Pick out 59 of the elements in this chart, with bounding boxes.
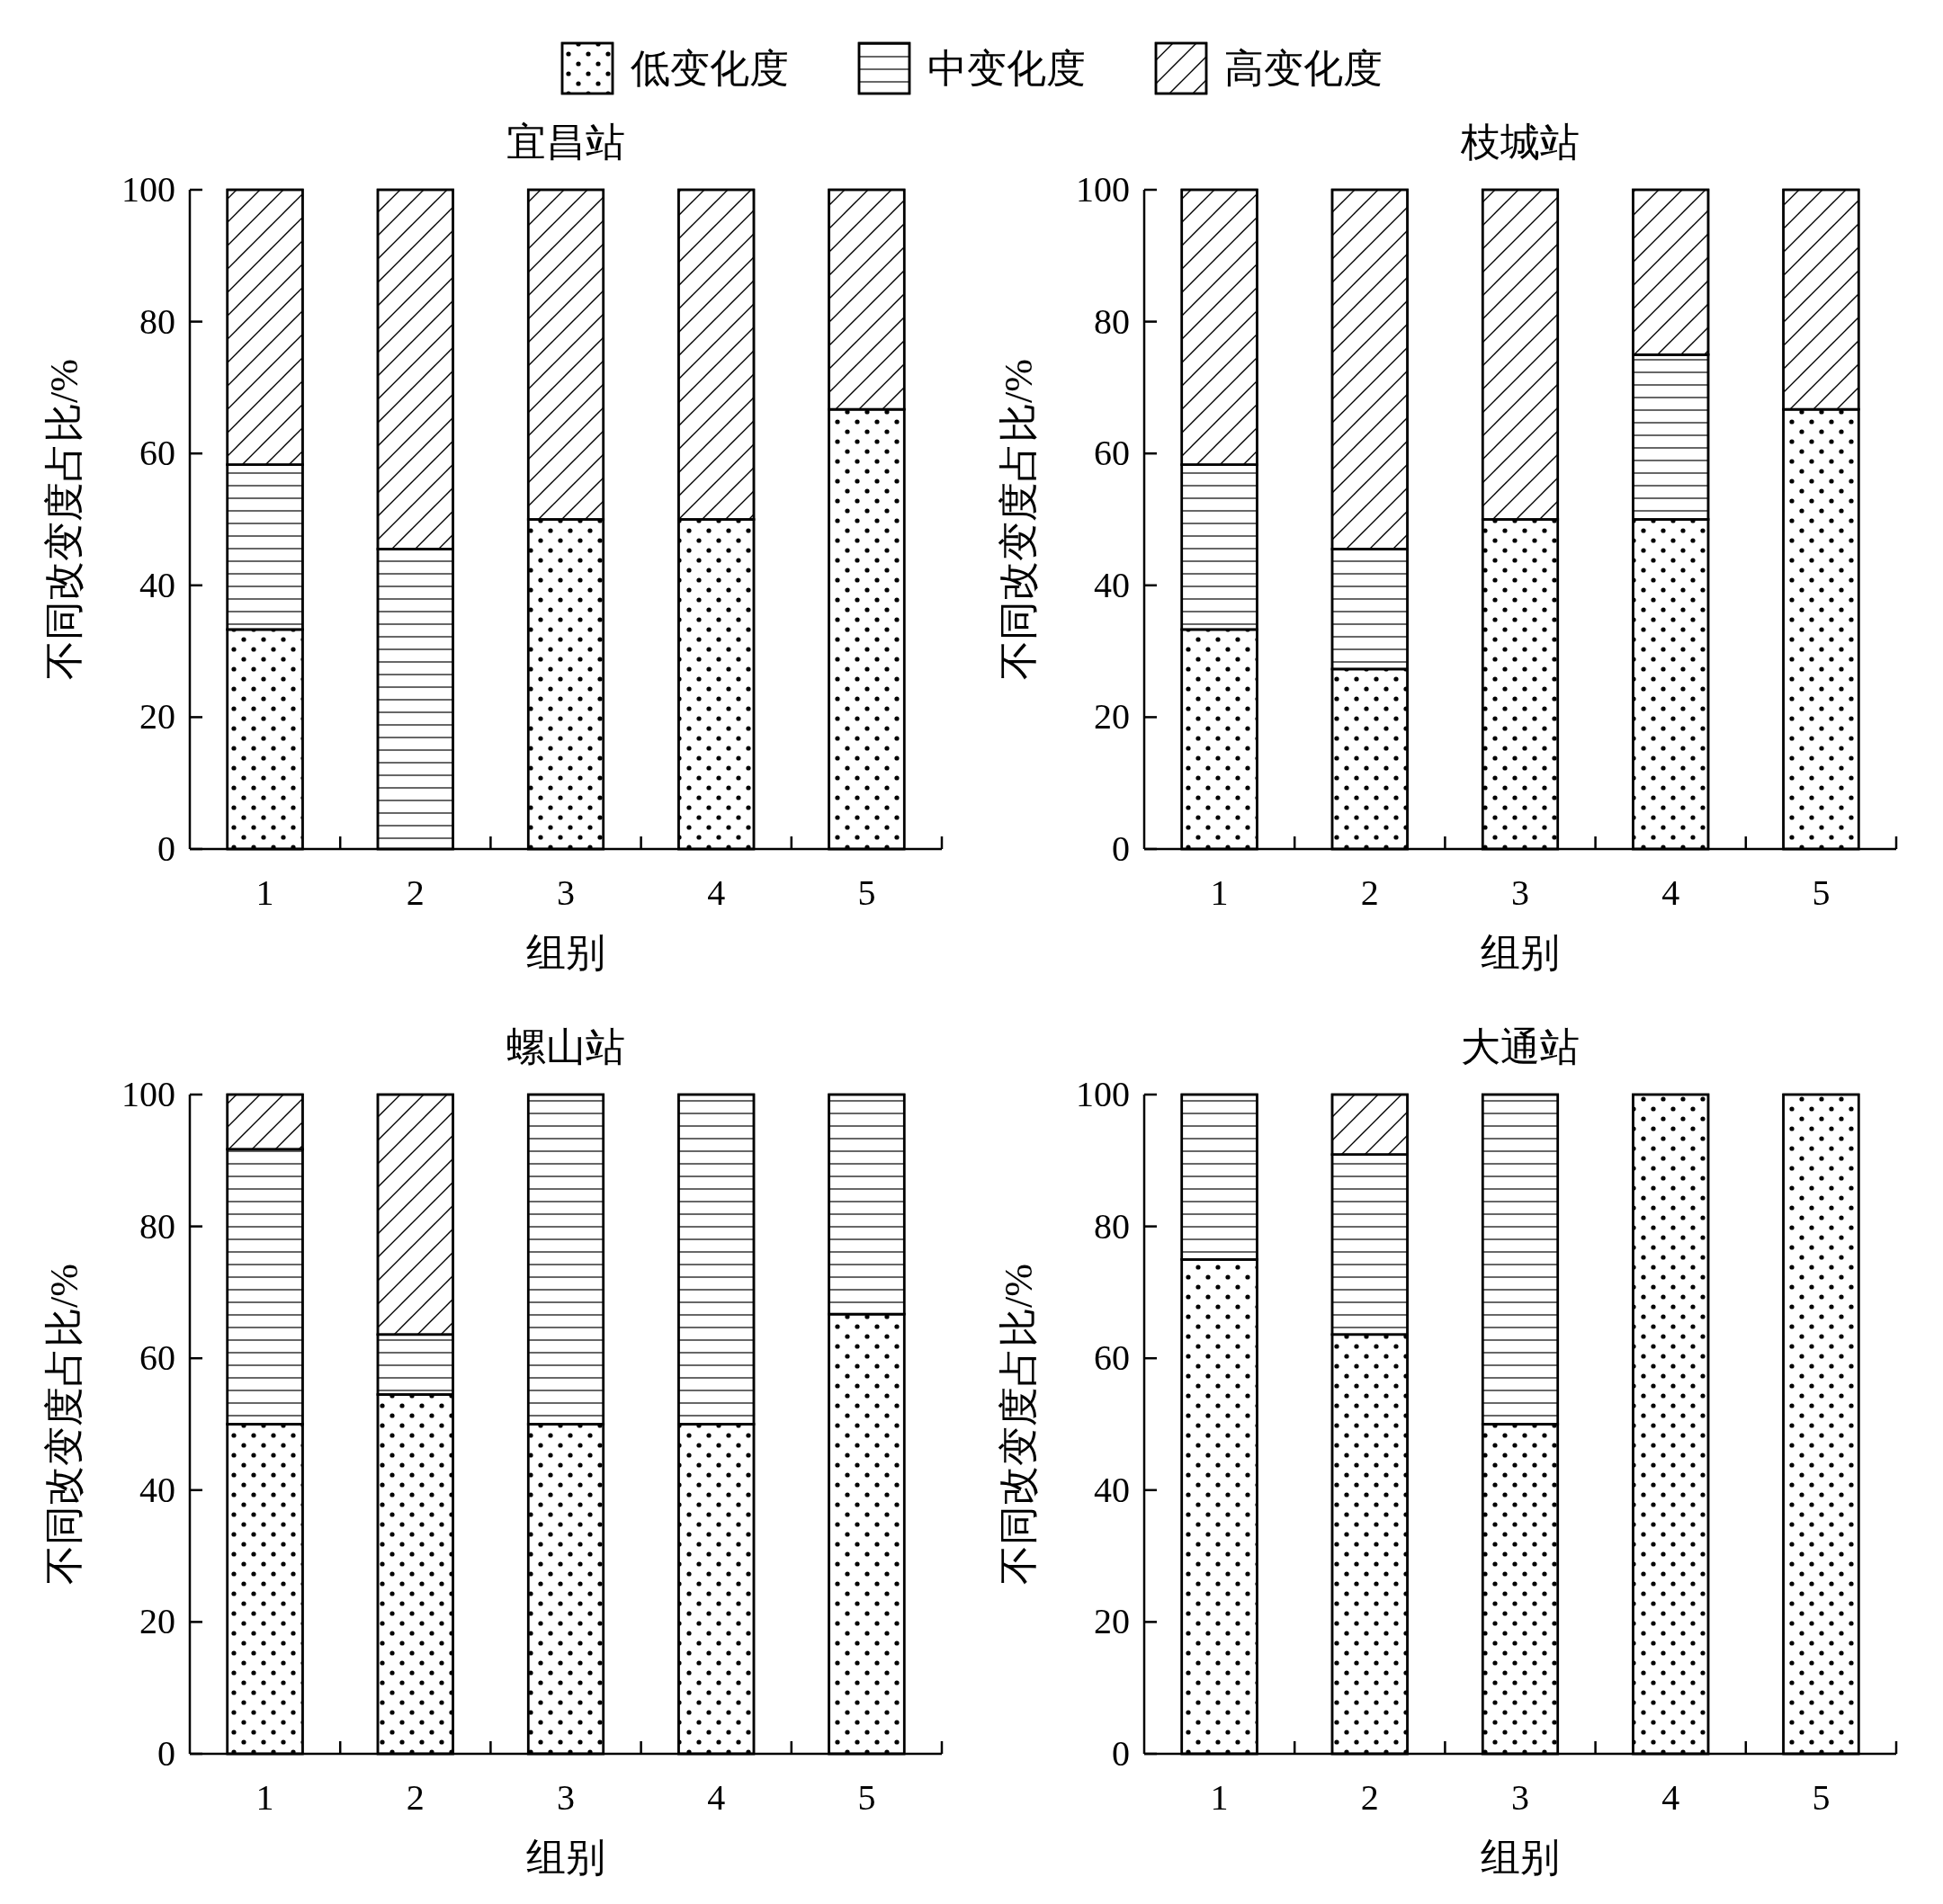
chart-title: 枝城站	[1460, 121, 1580, 165]
y-axis-title: 不同改变度占比/%	[997, 359, 1041, 680]
y-tick-label: 100	[1076, 1074, 1130, 1114]
y-tick-label: 60	[1094, 1337, 1130, 1379]
x-tick-label: 3	[557, 1777, 575, 1818]
x-tick-label: 4	[1661, 1777, 1680, 1818]
y-tick-label: 0	[157, 1733, 175, 1774]
y-tick-label: 80	[139, 1205, 175, 1247]
x-axis-title: 组别	[526, 1836, 605, 1880]
y-tick-label: 40	[139, 1469, 175, 1510]
y-tick-label: 80	[1094, 300, 1130, 342]
x-tick-label: 4	[707, 1777, 726, 1818]
chart-title: 螺山站	[506, 1025, 625, 1069]
y-tick-label: 20	[139, 1601, 175, 1642]
x-tick-label: 2	[1360, 1777, 1379, 1818]
y-tick-label: 100	[121, 169, 175, 210]
y-tick-label: 0	[1112, 828, 1130, 869]
x-axis-title: 组别	[1481, 1836, 1560, 1880]
x-axis-title: 组别	[526, 931, 605, 975]
legend-label: 中变化度	[927, 47, 1086, 91]
y-tick-label: 20	[139, 696, 175, 737]
x-tick-label: 3	[1511, 872, 1529, 913]
y-axis-title: 不同改变度占比/%	[42, 359, 86, 680]
x-tick-label: 2	[406, 1777, 425, 1818]
x-tick-label: 4	[1661, 872, 1680, 913]
y-tick-label: 40	[139, 564, 175, 605]
x-tick-label: 2	[1360, 872, 1379, 913]
x-tick-label: 3	[1511, 1777, 1529, 1818]
y-tick-label: 60	[1094, 433, 1130, 474]
y-tick-label: 0	[157, 828, 175, 869]
x-tick-label: 1	[1210, 1777, 1229, 1818]
y-tick-label: 100	[1076, 169, 1130, 210]
y-tick-label: 60	[139, 433, 175, 474]
y-tick-label: 40	[1094, 564, 1130, 605]
x-tick-label: 2	[406, 872, 425, 913]
x-tick-label: 1	[255, 1777, 274, 1818]
y-axis-title: 不同改变度占比/%	[42, 1264, 86, 1585]
y-tick-label: 20	[1094, 696, 1130, 737]
y-tick-label: 100	[121, 1074, 175, 1114]
x-axis-title: 组别	[1481, 931, 1560, 975]
x-tick-label: 5	[1812, 1777, 1831, 1818]
x-tick-label: 5	[857, 1777, 876, 1818]
chart-title: 大通站	[1461, 1025, 1580, 1069]
y-tick-label: 0	[1112, 1733, 1130, 1774]
y-tick-label: 80	[1094, 1205, 1130, 1247]
x-tick-label: 5	[1812, 872, 1831, 913]
x-tick-label: 1	[255, 872, 274, 913]
chart-title: 宜昌站	[506, 121, 625, 165]
y-tick-label: 20	[1094, 1601, 1130, 1642]
x-tick-label: 1	[1210, 872, 1229, 913]
y-tick-label: 60	[139, 1337, 175, 1379]
y-tick-label: 80	[139, 300, 175, 342]
y-tick-label: 40	[1094, 1469, 1130, 1510]
x-tick-label: 3	[557, 872, 575, 913]
x-tick-label: 5	[857, 872, 876, 913]
y-axis-title: 不同改变度占比/%	[997, 1264, 1041, 1585]
x-tick-label: 4	[707, 872, 726, 913]
legend-label: 高变化度	[1224, 47, 1383, 91]
legend-label: 低变化度	[631, 47, 789, 91]
